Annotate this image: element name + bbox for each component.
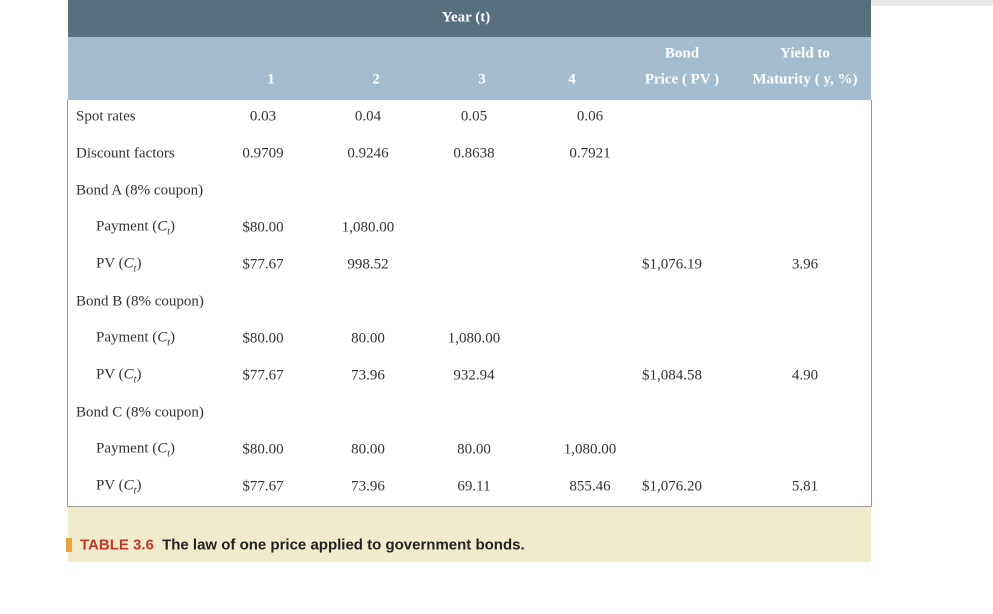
- label-text: ): [136, 255, 142, 272]
- cell: $80.00: [242, 441, 284, 458]
- yield-header: Yield to: [780, 45, 830, 62]
- cell: 0.06: [576, 108, 604, 125]
- cell: $1,076.20: [642, 478, 702, 495]
- caption-marker: [66, 538, 72, 552]
- cell: 998.52: [347, 256, 389, 273]
- section-label: Bond C (8% coupon): [76, 404, 204, 421]
- caption-band: [68, 507, 871, 562]
- column-header: 1: [267, 71, 275, 88]
- cell: $1,084.58: [642, 367, 702, 384]
- label-text: Payment (: [96, 440, 158, 457]
- subheader-band: [68, 37, 871, 100]
- label-var: C: [123, 366, 134, 383]
- label-var: C: [123, 255, 134, 272]
- cell: 1,080.00: [563, 441, 617, 458]
- cell: 0.04: [354, 108, 382, 125]
- cell: 0.9709: [242, 145, 284, 162]
- cell: 0.9246: [347, 145, 389, 162]
- cell: 73.96: [351, 478, 385, 495]
- caption-number: TABLE 3.6: [80, 536, 154, 554]
- label-var: C: [123, 477, 134, 494]
- cell: $77.67: [242, 367, 284, 384]
- label-text: ): [170, 218, 176, 235]
- label-text: Payment (: [96, 218, 158, 235]
- cell: 0.8638: [453, 145, 495, 162]
- cell: 3.96: [791, 256, 819, 273]
- caption-text: The law of one price applied to governme…: [162, 536, 525, 554]
- column-header: 2: [372, 71, 380, 88]
- label-text: ): [170, 440, 176, 457]
- column-header: 3: [478, 71, 486, 88]
- label-text: ): [170, 329, 176, 346]
- label-var: C: [157, 440, 168, 457]
- yield-header: Maturity ( y, %): [752, 71, 858, 88]
- label-sub: t: [167, 337, 171, 349]
- cell: 80.00: [351, 441, 385, 458]
- row-label: Payment (Ct): [96, 330, 175, 349]
- label-var: C: [157, 218, 168, 235]
- row-label: PV (Ct): [96, 478, 141, 497]
- label-sub: t: [133, 263, 137, 275]
- cell: 0.7921: [569, 145, 611, 162]
- label-sub: t: [167, 226, 171, 238]
- cell: 80.00: [351, 330, 385, 347]
- label-text: PV (: [96, 366, 124, 383]
- cell: 4.90: [791, 367, 819, 384]
- row-label: Payment (Ct): [96, 441, 175, 460]
- cell: 1,080.00: [341, 219, 395, 236]
- row-label: Spot rates: [76, 108, 136, 125]
- cell: 0.03: [249, 108, 277, 125]
- label-text: PV (: [96, 477, 124, 494]
- cell: $77.67: [242, 478, 284, 495]
- label-text: PV (: [96, 255, 124, 272]
- cell: $80.00: [242, 219, 284, 236]
- cell: $77.67: [242, 256, 284, 273]
- header-band: [68, 0, 871, 37]
- price-header: Bond: [664, 45, 700, 62]
- cell: 932.94: [453, 367, 495, 384]
- label-text: ): [136, 477, 142, 494]
- row-label: PV (Ct): [96, 256, 141, 275]
- row-label: Payment (Ct): [96, 219, 175, 238]
- section-label: Bond A (8% coupon): [76, 182, 204, 199]
- cell: $80.00: [242, 330, 284, 347]
- column-header: 4: [568, 71, 576, 88]
- top-bar: [871, 0, 993, 6]
- label-text: Payment (: [96, 329, 158, 346]
- section-label: Bond B (8% coupon): [76, 293, 204, 310]
- cell: 855.46: [569, 478, 611, 495]
- label-var: C: [157, 329, 168, 346]
- cell: 0.05: [460, 108, 488, 125]
- row-label: Discount factors: [76, 145, 175, 162]
- price-header: Price ( PV ): [644, 71, 720, 88]
- cell: 80.00: [457, 441, 491, 458]
- cell: 1,080.00: [447, 330, 501, 347]
- label-sub: t: [133, 374, 137, 386]
- row-label: PV (Ct): [96, 367, 141, 386]
- label-text: ): [136, 366, 142, 383]
- cell: $1,076.19: [642, 256, 702, 273]
- cell: 73.96: [351, 367, 385, 384]
- cell: 69.11: [457, 478, 491, 495]
- table-body: [67, 100, 872, 507]
- cell: 5.81: [791, 478, 819, 495]
- caption: TABLE 3.6 The law of one price applied t…: [80, 537, 525, 554]
- year-header: Year (t): [441, 9, 491, 26]
- label-sub: t: [167, 448, 171, 460]
- label-sub: t: [133, 485, 137, 497]
